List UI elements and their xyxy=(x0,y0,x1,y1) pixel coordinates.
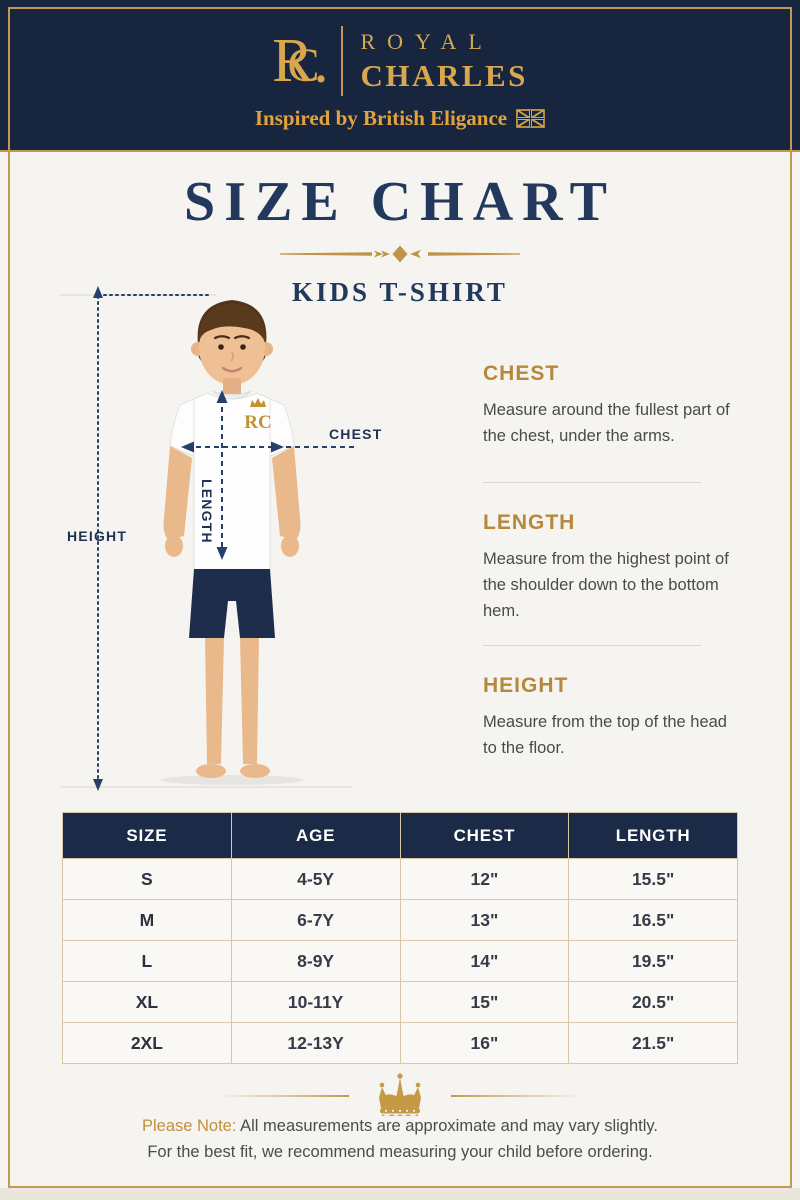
col-header-chest: CHEST xyxy=(399,812,570,859)
cell-chest: 13" xyxy=(399,899,570,941)
cell-size: 2XL xyxy=(62,1022,232,1064)
cell-chest: 14" xyxy=(399,940,570,982)
crown-icon xyxy=(379,1073,421,1116)
product-subtitle: KIDS T-SHIRT xyxy=(292,277,508,307)
cell-size: S xyxy=(62,858,232,900)
page-title: SIZE CHART xyxy=(184,171,616,233)
instruction-divider xyxy=(483,482,701,483)
instruction-length: LENGTH Measure from the highest point of… xyxy=(483,511,731,624)
size-table: SIZE AGE CHEST LENGTH S 4-5Y 12" 15.5" M… xyxy=(62,812,738,1064)
note-line-1: Please Note: All measurements are approx… xyxy=(0,1117,800,1136)
logo-divider xyxy=(340,26,343,96)
table-row: M 6-7Y 13" 16.5" xyxy=(62,899,738,941)
instruction-chest-heading: CHEST xyxy=(483,362,560,385)
brand-name: ROYAL CHARLES xyxy=(361,29,528,94)
note-line-2: For the best fit, we recommend measuring… xyxy=(147,1143,653,1161)
cell-size: XL xyxy=(62,981,232,1023)
brand-logo: R C . ROYAL CHARLES xyxy=(272,22,528,100)
cell-size: M xyxy=(62,899,232,941)
cell-length: 21.5" xyxy=(568,1022,738,1064)
crown-ornament-row xyxy=(0,1072,800,1120)
brand-tagline: Inspired by British Eligance xyxy=(254,106,508,130)
instruction-chest-text: Measure around the fullest part of the c… xyxy=(483,401,730,446)
table-row: L 8-9Y 14" 19.5" xyxy=(62,940,738,982)
brand-monogram: R C . xyxy=(272,30,326,92)
bottom-strip xyxy=(0,1188,800,1200)
uk-flag-icon xyxy=(516,109,545,128)
cell-age: 4-5Y xyxy=(230,858,401,900)
table-row: XL 10-11Y 15" 20.5" xyxy=(62,981,738,1023)
table-row: S 4-5Y 12" 15.5" xyxy=(62,858,738,900)
shirt-crest-monogram: RC xyxy=(244,412,271,433)
instruction-height: HEIGHT Measure from the top of the head … xyxy=(483,674,731,761)
cell-age: 6-7Y xyxy=(230,899,401,941)
crown-line-left xyxy=(217,1095,349,1097)
cell-chest: 16" xyxy=(399,1022,570,1064)
col-header-size: SIZE xyxy=(62,812,232,859)
monogram-letter-r: R xyxy=(272,27,314,95)
cell-age: 12-13Y xyxy=(230,1022,401,1064)
cell-age: 8-9Y xyxy=(230,940,401,982)
crown-line-right xyxy=(451,1095,583,1097)
instruction-length-heading: LENGTH xyxy=(483,511,576,534)
cell-size: L xyxy=(62,940,232,982)
instruction-chest: CHEST Measure around the fullest part of… xyxy=(483,362,731,449)
cell-length: 20.5" xyxy=(568,981,738,1023)
size-table-header: SIZE AGE CHEST LENGTH xyxy=(62,812,738,859)
measurement-diagram: RC HEI xyxy=(0,0,480,810)
ornament-divider-icon xyxy=(280,245,520,263)
monogram-dot: . xyxy=(315,43,327,92)
col-header-age: AGE xyxy=(230,812,401,859)
ornament-divider xyxy=(0,243,800,265)
cell-chest: 15" xyxy=(399,981,570,1023)
instruction-divider xyxy=(483,645,701,646)
table-header-row: SIZE AGE CHEST LENGTH xyxy=(62,812,738,859)
brand-tagline-row: Inspired by British Eligance xyxy=(255,106,545,131)
cell-chest: 12" xyxy=(399,858,570,900)
shirt-crest-crown-icon xyxy=(250,398,266,407)
height-diagram-label: HEIGHT xyxy=(67,528,128,544)
brand-header: R C . ROYAL CHARLES Inspired by British … xyxy=(0,0,800,152)
note-text-1: All measurements are approximate and may… xyxy=(240,1117,659,1135)
chest-diagram-label: CHEST xyxy=(329,426,383,442)
instruction-length-text: Measure from the highest point of the sh… xyxy=(483,550,729,621)
brand-name-line1: ROYAL xyxy=(360,28,494,54)
cell-length: 19.5" xyxy=(568,940,738,982)
cell-length: 15.5" xyxy=(568,858,738,900)
col-header-length: LENGTH xyxy=(568,812,738,859)
boy-illustration: RC xyxy=(160,300,304,785)
note-label: Please Note: xyxy=(141,1117,237,1135)
instruction-height-text: Measure from the top of the head to the … xyxy=(483,713,727,758)
monogram-letter-c: C xyxy=(287,39,320,92)
instruction-height-heading: HEIGHT xyxy=(483,674,569,697)
table-row: 2XL 12-13Y 16" 21.5" xyxy=(62,1022,738,1064)
cell-age: 10-11Y xyxy=(230,981,401,1023)
length-diagram-label: LENGTH xyxy=(199,479,215,544)
brand-name-line2: CHARLES xyxy=(360,57,528,93)
cell-length: 16.5" xyxy=(568,899,738,941)
